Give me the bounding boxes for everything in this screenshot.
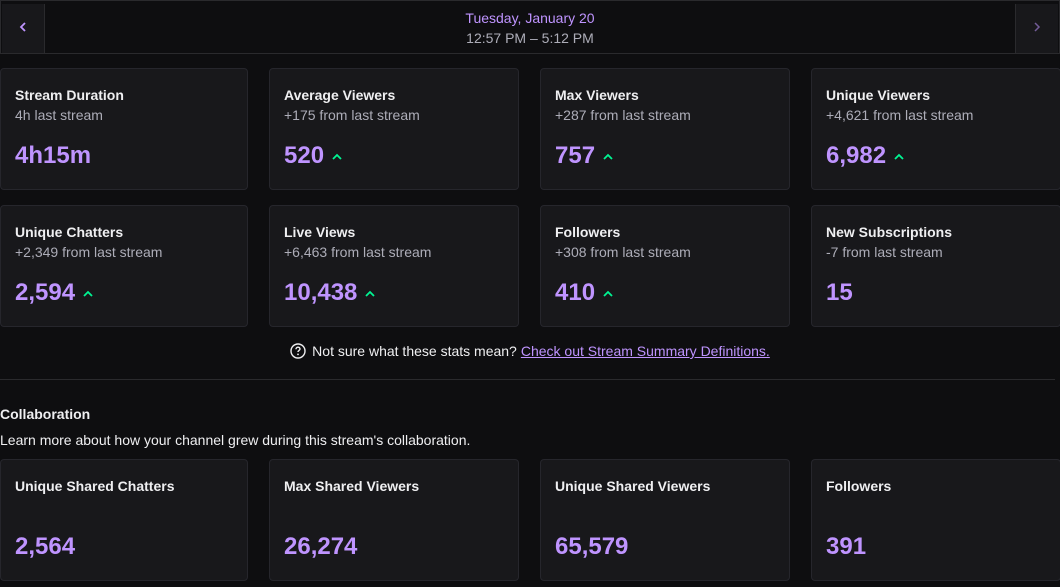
stat-title: Max Shared Viewers [284, 478, 420, 494]
stat-comparison: +4,621 from last stream [826, 107, 974, 123]
trend-up-icon [894, 153, 904, 160]
stat-title: Live Views [284, 224, 356, 240]
stream-time-range: 12:57 PM – 5:12 PM [466, 30, 594, 46]
next-stream-button[interactable] [1015, 4, 1058, 53]
chevron-right-icon [1033, 20, 1041, 38]
stat-card-followers: Followers +308 from last stream 410 [540, 205, 790, 327]
trend-up-icon [603, 290, 613, 297]
stat-comparison: 4h last stream [15, 107, 103, 123]
previous-stream-button[interactable] [2, 4, 45, 53]
stats-grid-row-2: Unique Chatters +2,349 from last stream … [0, 205, 1060, 327]
collab-card-unique-shared-viewers: Unique Shared Viewers 65,579 [540, 459, 790, 581]
stats-grid-row-1: Stream Duration 4h last stream 4h15m Ave… [0, 68, 1060, 190]
collab-card-unique-shared-chatters: Unique Shared Chatters 2,564 [0, 459, 248, 581]
stat-card-stream-duration: Stream Duration 4h last stream 4h15m [0, 68, 248, 190]
stat-value: 520 [284, 142, 325, 169]
stat-title: Stream Duration [15, 87, 124, 103]
stat-value: 410 [555, 279, 596, 306]
stat-value: 757 [555, 142, 596, 169]
stat-value: 65,579 [555, 533, 629, 560]
stat-card-average-viewers: Average Viewers +175 from last stream 52… [269, 68, 519, 190]
stats-help-row: Not sure what these stats mean? Check ou… [0, 343, 1060, 359]
stat-title: Followers [826, 478, 892, 494]
stream-date: Tuesday, January 20 [465, 10, 595, 26]
stat-value: 2,564 [15, 533, 76, 560]
stat-card-live-views: Live Views +6,463 from last stream 10,43… [269, 205, 519, 327]
stat-comparison: +175 from last stream [284, 107, 420, 123]
collab-card-max-shared-viewers: Max Shared Viewers 26,274 [269, 459, 519, 581]
stat-value: 2,594 [15, 279, 76, 306]
stat-value: 6,982 [826, 142, 887, 169]
stat-title: Unique Chatters [15, 224, 124, 240]
stream-summary-definitions-link[interactable]: Check out Stream Summary Definitions. [520, 343, 770, 359]
stat-comparison: +308 from last stream [555, 244, 691, 260]
stat-comparison: +287 from last stream [555, 107, 691, 123]
stat-title: New Subscriptions [826, 224, 953, 240]
collaboration-description: Learn more about how your channel grew d… [0, 432, 471, 448]
stat-title: Unique Viewers [826, 87, 931, 103]
question-circle-icon [290, 343, 306, 359]
stat-value: 26,274 [284, 533, 358, 560]
trend-up-icon [365, 290, 376, 297]
stat-comparison: -7 from last stream [826, 244, 943, 260]
stat-comparison: +2,349 from last stream [15, 244, 163, 260]
stat-card-unique-viewers: Unique Viewers +4,621 from last stream 6… [811, 68, 1060, 190]
stat-title: Max Viewers [555, 87, 639, 103]
collab-card-followers: Followers 391 [811, 459, 1060, 581]
stat-card-max-viewers: Max Viewers +287 from last stream 757 [540, 68, 790, 190]
trend-up-icon [603, 153, 613, 160]
stat-title: Average Viewers [284, 87, 396, 103]
collaboration-title: Collaboration [0, 406, 91, 422]
stat-value: 4h15m [15, 142, 92, 169]
stat-value: 391 [826, 533, 867, 560]
stat-comparison: +6,463 from last stream [284, 244, 432, 260]
stat-card-unique-chatters: Unique Chatters +2,349 from last stream … [0, 205, 248, 327]
stat-title: Unique Shared Viewers [555, 478, 711, 494]
date-navigation-bar: Tuesday, January 20 12:57 PM – 5:12 PM [0, 0, 1060, 54]
collaboration-stats-grid: Unique Shared Chatters 2,564 Max Shared … [0, 459, 1060, 581]
chevron-left-icon [19, 20, 27, 38]
trend-up-icon [83, 290, 93, 297]
stat-title: Followers [555, 224, 621, 240]
help-text: Not sure what these stats mean? [312, 343, 517, 359]
trend-up-icon [332, 153, 342, 160]
stat-title: Unique Shared Chatters [15, 478, 175, 494]
stream-date-range: Tuesday, January 20 12:57 PM – 5:12 PM [45, 1, 1015, 53]
section-divider [0, 379, 1055, 380]
stat-value: 10,438 [284, 279, 358, 306]
stat-card-new-subscriptions: New Subscriptions -7 from last stream 15 [811, 205, 1060, 327]
stat-value: 15 [826, 279, 853, 306]
